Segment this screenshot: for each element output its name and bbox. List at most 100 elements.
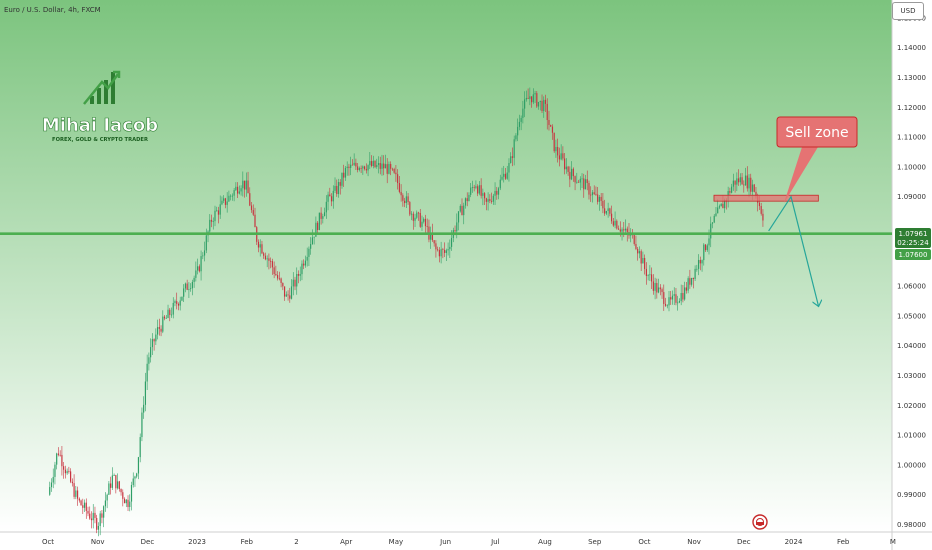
candle-body [127,499,129,507]
candle-body [167,309,169,318]
candle-body [388,163,390,174]
candle-body [393,169,395,173]
candle-body [209,219,211,232]
candle-body [449,246,451,250]
candle-body [527,97,529,99]
candle-body [123,498,126,504]
candle-body [473,187,475,188]
candle-body [294,279,296,287]
candle-body [325,201,327,213]
candle-body [471,187,474,188]
candle-body [221,200,223,205]
candle-body [670,297,672,300]
candle-body [511,156,514,158]
candle-body [732,180,734,187]
candle-body [377,163,380,166]
candle-body [243,180,246,190]
sell-zone-callout[interactable]: Sell zone [776,116,858,203]
candle-body [271,261,273,268]
candle-body [210,219,213,222]
candle-body [577,181,580,183]
candle-body [264,255,267,260]
candle-body [174,301,176,303]
x-tick-label: Feb [241,538,254,546]
candle-body [214,210,216,222]
candle-body [477,186,479,194]
tv-logo-icon[interactable] [752,514,768,530]
current-price-label: 1.07961 02:25:24 [895,228,931,248]
projection-arrow[interactable] [768,195,819,306]
candle-body [703,244,705,261]
y-tick-label: 1.09000 [897,193,926,201]
x-tick-label: Aug [538,538,552,546]
candle-body [569,171,571,180]
candle-body [350,164,352,168]
candle-body [198,266,200,272]
candle-body [464,198,467,206]
candle-body [416,212,418,218]
candle-body [90,518,93,521]
currency-button[interactable]: USD [892,2,924,20]
candle-body [391,168,394,170]
x-tick-label: Feb [837,538,850,546]
candle-body [414,217,416,221]
candle-body [520,117,522,122]
candle-body [605,210,607,214]
candle-body [697,259,700,269]
candle-body [671,295,674,300]
candle-body [76,490,79,499]
candle-body [560,153,562,160]
candle-body [268,258,270,261]
candle-body [685,287,687,291]
y-tick-label: 1.04000 [897,342,926,350]
candle-body [92,512,94,521]
current-price-value: 1.07961 [899,230,928,238]
candle-body [750,177,752,192]
candle-body [642,257,644,264]
candle-body [363,166,366,169]
candle-body [661,289,663,293]
callout-pointer [784,147,818,203]
candle-body [492,195,494,202]
candle-body [108,483,110,495]
candle-body [233,190,235,196]
candle-body [303,263,305,266]
candle-body [263,253,265,256]
candle-body [704,244,707,251]
x-tick-label: 2023 [188,538,206,546]
candle-body [49,487,51,495]
candle-body [139,437,141,458]
candle-body [85,502,87,511]
candle-body [355,162,357,167]
candle-body [311,237,314,245]
candle-body [188,289,190,290]
candle-body [706,245,708,251]
symbol-title: Euro / U.S. Dollar, 4h, FXCM [4,6,101,14]
candle-body [336,185,338,195]
sell-zone-rectangle[interactable] [713,194,819,202]
candle-body [282,282,284,287]
candle-body [332,190,334,202]
candle-body [586,179,588,184]
candle-body [607,208,609,211]
watermark-logo: Mihai Iacob FOREX, GOLD & CRYPTO TRADER [42,70,159,143]
candle-body [353,162,355,165]
candle-body [374,160,376,167]
candle-body [277,275,279,279]
candle-body [97,525,100,530]
candle-body [407,196,409,203]
candle-body [226,201,228,205]
candle-body [217,210,220,215]
x-tick-label: Nov [91,538,105,546]
candle-body [551,126,554,133]
candle-body [737,178,740,183]
candle-body [640,251,642,264]
candle-body [242,180,244,189]
x-tick-label: Apr [340,538,352,546]
level-price-value: 1.07600 [899,251,928,259]
candle-body [334,185,336,191]
candle-body [682,292,684,300]
candle-body [680,292,682,302]
candle-body [501,176,503,180]
